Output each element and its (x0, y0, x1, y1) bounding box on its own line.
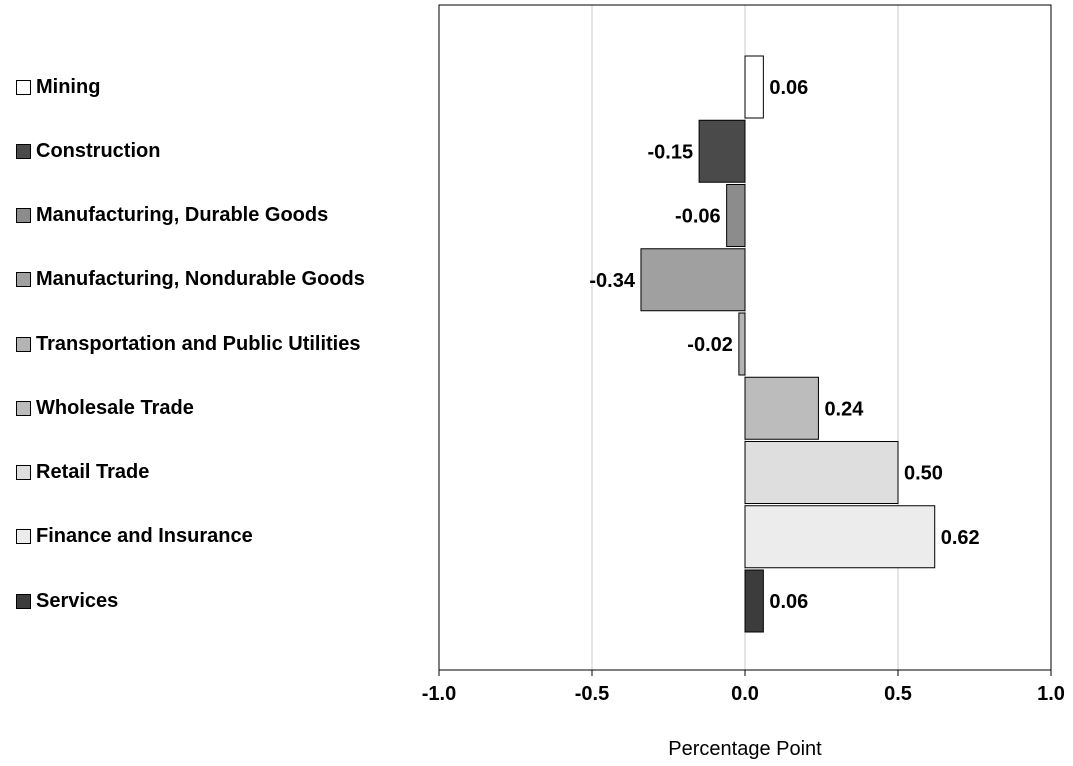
legend-label: Manufacturing, Nondurable Goods (36, 268, 365, 291)
legend-swatch (16, 529, 31, 545)
legend-label: Mining (36, 75, 101, 98)
legend-label: Finance and Insurance (36, 525, 253, 548)
bar (738, 312, 746, 376)
bar (744, 55, 764, 119)
legend-item: Mining (16, 75, 100, 99)
bar (726, 184, 746, 247)
legend-label: Transportation and Public Utilities (36, 332, 361, 355)
x-tick-label: 0.0 (731, 683, 759, 705)
legend-item: Construction (16, 139, 160, 163)
legend-item: Transportation and Public Utilities (16, 332, 360, 356)
bar (744, 376, 819, 440)
legend-label: Retail Trade (36, 461, 150, 483)
data-label: 0.24 (824, 398, 864, 420)
legend-label: Construction (36, 139, 161, 162)
data-label: -0.15 (648, 141, 694, 163)
x-tick-label: 0.5 (884, 683, 912, 705)
legend-label: Services (36, 589, 119, 612)
data-label: -0.34 (589, 270, 635, 292)
bar (744, 505, 936, 569)
legend-swatch (16, 465, 31, 480)
bar (698, 119, 746, 183)
bar (640, 248, 746, 312)
legend-swatch (16, 79, 31, 95)
bar (744, 441, 899, 504)
legend-swatch (16, 143, 31, 159)
legend-item: Finance and Insurance (16, 525, 253, 549)
legend-swatch (16, 336, 31, 352)
x-axis-title: Percentage Point (668, 738, 822, 760)
legend-item: Services (16, 589, 118, 613)
x-tick-label: -1.0 (422, 683, 456, 705)
data-label: -0.06 (675, 206, 721, 228)
legend-item: Wholesale Trade (16, 396, 194, 420)
legend-swatch (16, 272, 31, 288)
data-label: 0.06 (769, 591, 808, 613)
legend-swatch (16, 208, 31, 223)
data-label: 0.62 (941, 527, 980, 549)
legend-label: Manufacturing, Durable Goods (36, 204, 329, 226)
x-tick-label: -0.5 (575, 683, 609, 705)
legend-label: Wholesale Trade (36, 396, 194, 419)
x-tick-label: 1.0 (1037, 683, 1065, 705)
data-label: 0.06 (769, 77, 808, 99)
legend-item: Retail Trade (16, 461, 149, 485)
legend-item: Manufacturing, Durable Goods (16, 204, 328, 228)
legend-item: Manufacturing, Nondurable Goods (16, 268, 365, 292)
legend-swatch (16, 400, 31, 416)
data-label: -0.02 (687, 334, 733, 356)
data-label: 0.50 (904, 463, 943, 485)
bar (744, 569, 764, 633)
legend-swatch (16, 593, 31, 609)
